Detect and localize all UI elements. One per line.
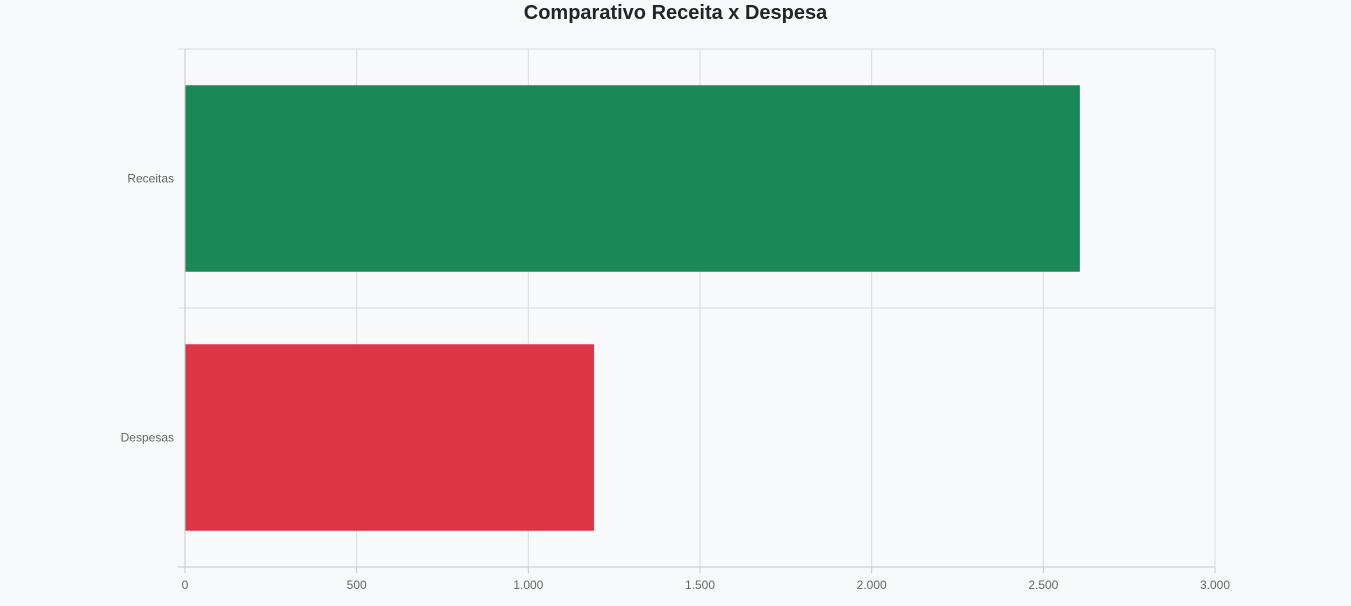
x-tick-label: 3.000 bbox=[1200, 578, 1230, 592]
y-tick-label: Receitas bbox=[127, 172, 174, 186]
bar-receitas[interactable] bbox=[185, 85, 1080, 272]
x-tick-label: 1.500 bbox=[685, 578, 715, 592]
chart-title: Comparativo Receita x Despesa bbox=[523, 2, 828, 24]
bar-despesas[interactable] bbox=[185, 344, 595, 531]
x-tick-label: 0 bbox=[182, 578, 189, 592]
x-tick-label: 1.000 bbox=[513, 578, 543, 592]
y-tick-label: Despesas bbox=[121, 431, 174, 445]
x-tick-label: 2.500 bbox=[1028, 578, 1058, 592]
x-tick-label: 2.000 bbox=[857, 578, 887, 592]
x-tick-label: 500 bbox=[347, 578, 367, 592]
